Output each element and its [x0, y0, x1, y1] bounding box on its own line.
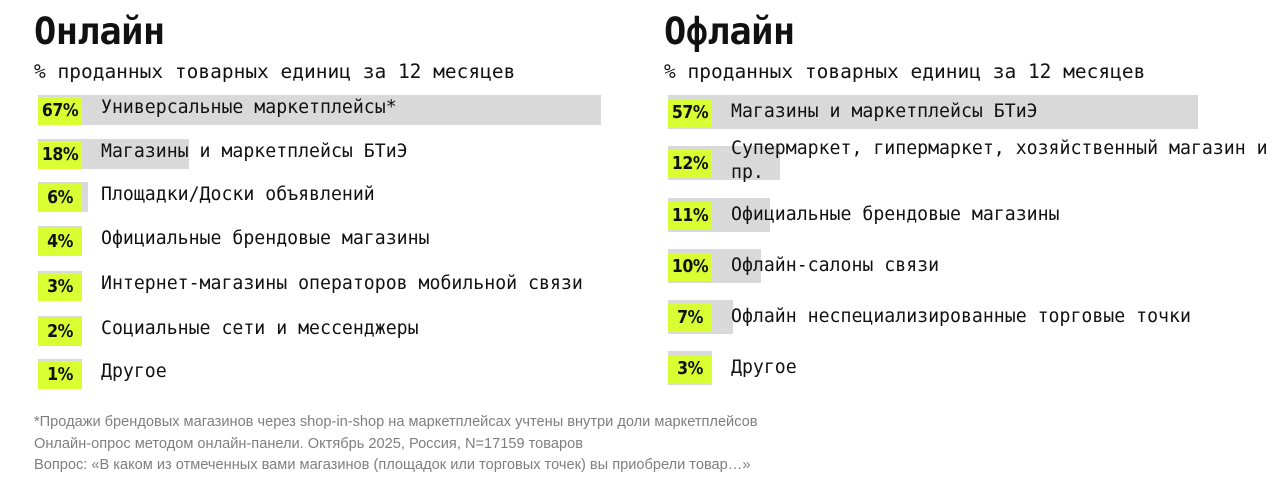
- offline-value-label: 57%: [668, 99, 712, 127]
- offline-bar-row: 10% Офлайн-салоны связи: [664, 249, 1264, 283]
- online-value-label: 67%: [38, 97, 82, 125]
- online-bar-row: 67% Универсальные маркетплейсы*: [34, 95, 614, 125]
- offline-value-label: 7%: [668, 304, 712, 332]
- online-value-label: 3%: [38, 273, 82, 301]
- online-value-label: 4%: [38, 228, 82, 256]
- offline-bar: [668, 95, 1199, 129]
- offline-value-label: 11%: [668, 202, 712, 230]
- online-bar-row: 3% Интернет-магазины операторов мобильной…: [34, 271, 614, 301]
- online-value-label: 18%: [38, 141, 82, 169]
- online-category-label: Универсальные маркетплейсы*: [101, 97, 397, 118]
- offline-bar-row: 57% Магазины и маркетплейсы БТиЭ: [664, 95, 1264, 129]
- offline-bar-row: 11% Официальные брендовые магазины: [664, 198, 1264, 232]
- offline-category-label: Другое: [731, 357, 797, 378]
- online-value-label: 6%: [38, 184, 82, 212]
- online-category-label: Другое: [101, 361, 167, 382]
- online-bar-row: 1% Другое: [34, 359, 614, 389]
- offline-bar-row: 12% Супермаркет, гипермаркет, хозяйственн…: [664, 138, 1268, 183]
- offline-bar-row: 7% Офлайн неспециализированные торговые т…: [664, 300, 1264, 334]
- offline-category-label: Офлайн неспециализированные торговые точ…: [731, 306, 1191, 327]
- online-bar-row: 4% Официальные брендовые магазины: [34, 226, 614, 256]
- online-category-label: Социальные сети и мессенджеры: [101, 318, 419, 339]
- online-category-label: Интернет-магазины операторов мобильной с…: [101, 273, 583, 294]
- online-bar-row: 6% Площадки/Доски объявлений: [34, 182, 614, 212]
- footnote-marketplaces: *Продажи брендовых магазинов через shop-…: [34, 414, 758, 430]
- online-category-label: Магазины и маркетплейсы БТиЭ: [101, 141, 408, 162]
- online-bar: [38, 95, 601, 125]
- online-value-label: 2%: [38, 318, 82, 346]
- online-subtitle: % проданных товарных единиц за 12 месяце…: [34, 60, 516, 83]
- offline-category-label: Официальные брендовые магазины: [731, 204, 1060, 225]
- online-bar-row: 18% Магазины и маркетплейсы БТиЭ: [34, 139, 614, 169]
- offline-category-label: Супермаркет, гипермаркет, хозяйственный …: [731, 138, 1268, 183]
- offline-title: Офлайн: [664, 10, 795, 53]
- online-category-label: Официальные брендовые магазины: [101, 228, 430, 249]
- footnotes: *Продажи брендовых магазинов через shop-…: [34, 412, 758, 477]
- offline-value-label: 10%: [668, 253, 712, 281]
- offline-category-label: Офлайн-салоны связи: [731, 255, 940, 276]
- offline-subtitle: % проданных товарных единиц за 12 месяце…: [664, 60, 1146, 83]
- online-bar-row: 2% Социальные сети и мессенджеры: [34, 316, 614, 346]
- online-value-label: 1%: [38, 361, 82, 389]
- offline-category-label: Магазины и маркетплейсы БТиЭ: [731, 101, 1038, 122]
- online-category-label: Площадки/Доски объявлений: [101, 184, 375, 205]
- offline-value-label: 3%: [668, 355, 712, 383]
- footnote-question: Вопрос: «В каком из отмеченных вами мага…: [34, 457, 751, 473]
- online-title: Онлайн: [34, 10, 165, 53]
- footnote-method: Онлайн-опрос методом онлайн-панели. Октя…: [34, 435, 583, 452]
- offline-bar-row: 3% Другое: [664, 351, 1264, 385]
- offline-value-label: 12%: [668, 150, 712, 178]
